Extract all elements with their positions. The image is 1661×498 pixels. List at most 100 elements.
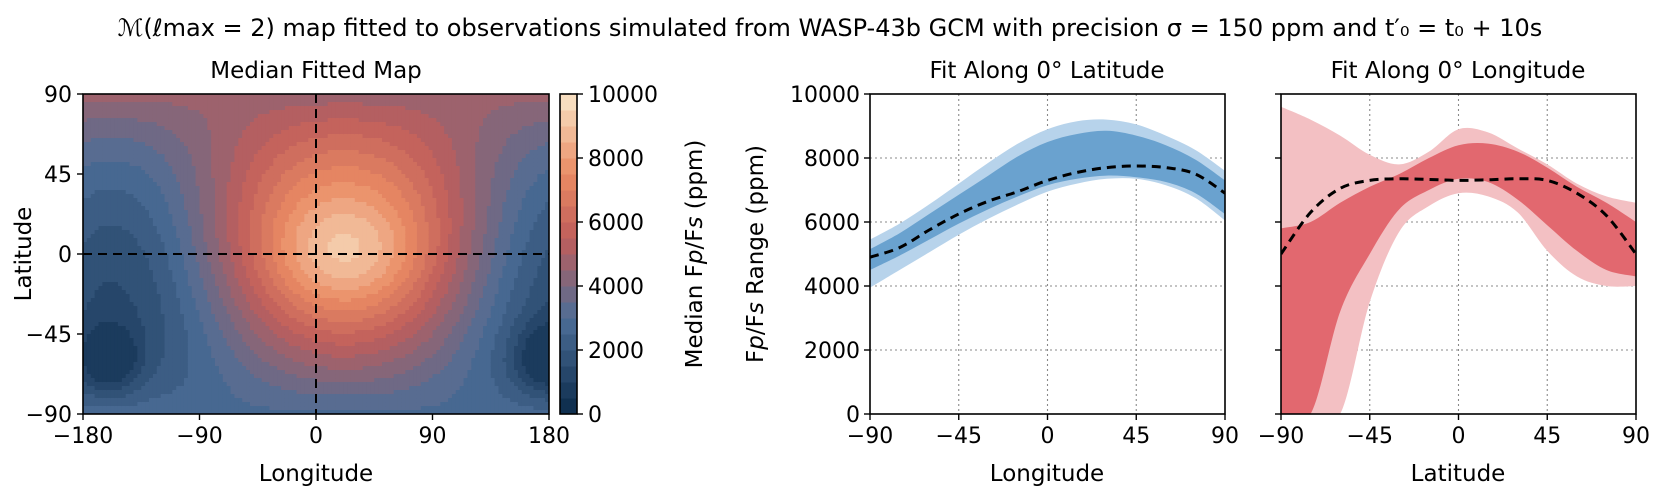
- map-cell: [160, 158, 166, 163]
- map-cell: [308, 334, 313, 339]
- map-cell: [203, 270, 208, 275]
- map-cell: [141, 326, 146, 331]
- map-cell: [183, 202, 189, 207]
- map-cell: [129, 382, 135, 387]
- map-cell: [160, 282, 166, 287]
- map-cell: [137, 94, 142, 99]
- map-cell: [292, 358, 298, 363]
- map-cell: [284, 362, 290, 367]
- map-cell: [110, 314, 115, 319]
- map-cell: [187, 366, 193, 371]
- map-cell: [234, 270, 239, 275]
- map-cell: [180, 362, 185, 367]
- map-cell: [110, 310, 115, 315]
- map-cell: [102, 106, 107, 111]
- map-cell: [133, 382, 138, 387]
- map-cell: [277, 242, 282, 247]
- map-cell: [296, 234, 302, 239]
- map-cell: [195, 374, 201, 379]
- map-cell: [152, 294, 158, 299]
- map-cell: [292, 342, 298, 347]
- map-cell: [83, 338, 88, 343]
- map-cell: [304, 362, 309, 367]
- map-cell: [226, 94, 232, 99]
- map-cell: [83, 198, 88, 203]
- map-cell: [284, 106, 290, 111]
- map-cell: [304, 130, 309, 135]
- map-cell: [94, 306, 100, 311]
- map-cell: [110, 150, 115, 155]
- map-cell: [199, 302, 204, 307]
- map-cell: [319, 182, 325, 187]
- map-cell: [261, 134, 267, 139]
- map-cell: [137, 238, 142, 243]
- map-cell: [261, 278, 267, 283]
- map-cell: [141, 350, 146, 355]
- map-cell: [156, 186, 162, 191]
- map-cell: [207, 402, 212, 407]
- map-cell: [164, 346, 170, 351]
- map-cell: [199, 394, 204, 399]
- map-cell: [176, 262, 181, 267]
- map-cell: [304, 366, 309, 371]
- map-cell: [319, 98, 325, 103]
- map-cell: [164, 114, 170, 119]
- map-cell: [110, 374, 115, 379]
- map-cell: [273, 178, 278, 183]
- map-cell: [125, 282, 131, 287]
- map-cell: [141, 158, 146, 163]
- map-cell: [125, 294, 131, 299]
- map-cell: [117, 250, 123, 255]
- map-cell: [125, 210, 131, 215]
- map-cell: [191, 194, 197, 199]
- map-cell: [246, 358, 251, 363]
- map-cell: [137, 258, 142, 263]
- map-cell: [257, 294, 263, 299]
- map-cell: [242, 342, 247, 347]
- map-cell: [238, 374, 243, 379]
- map-cell: [110, 138, 115, 143]
- map-cell: [261, 382, 267, 387]
- map-cell: [152, 318, 158, 323]
- map-cell: [238, 178, 243, 183]
- map-cell: [129, 310, 135, 315]
- map-cell: [296, 158, 302, 163]
- map-cell: [238, 250, 243, 255]
- map-cell: [308, 98, 313, 103]
- map-cell: [288, 142, 294, 147]
- map-cell: [110, 218, 115, 223]
- map-cell: [238, 122, 243, 127]
- map-cell: [102, 226, 107, 231]
- map-cell: [94, 342, 100, 347]
- map-cell: [141, 362, 146, 367]
- map-cell: [218, 230, 224, 235]
- map-cell: [141, 162, 146, 167]
- map-cell: [261, 158, 267, 163]
- map-cell: [125, 290, 131, 295]
- map-cell: [261, 94, 267, 99]
- map-cell: [273, 202, 278, 207]
- map-cell: [168, 170, 173, 175]
- map-cell: [106, 262, 111, 267]
- map-cell: [121, 270, 127, 275]
- map-cell: [145, 314, 150, 319]
- map-cell: [183, 366, 189, 371]
- map-cell: [308, 390, 313, 395]
- map-cell: [168, 230, 173, 235]
- map-cell: [168, 194, 173, 199]
- map-cell: [110, 114, 115, 119]
- map-cell: [183, 94, 189, 99]
- map-cell: [218, 238, 224, 243]
- map-cell: [180, 374, 185, 379]
- map-cell: [141, 94, 146, 99]
- map-cell: [316, 266, 321, 271]
- map-cell: [277, 214, 282, 219]
- map-cell: [257, 178, 263, 183]
- map-cell: [215, 370, 220, 375]
- map-cell: [312, 142, 317, 147]
- map-cell: [203, 118, 208, 123]
- map-cell: [145, 182, 150, 187]
- map-cell: [319, 298, 325, 303]
- map-cell: [83, 366, 88, 371]
- map-cell: [102, 262, 107, 267]
